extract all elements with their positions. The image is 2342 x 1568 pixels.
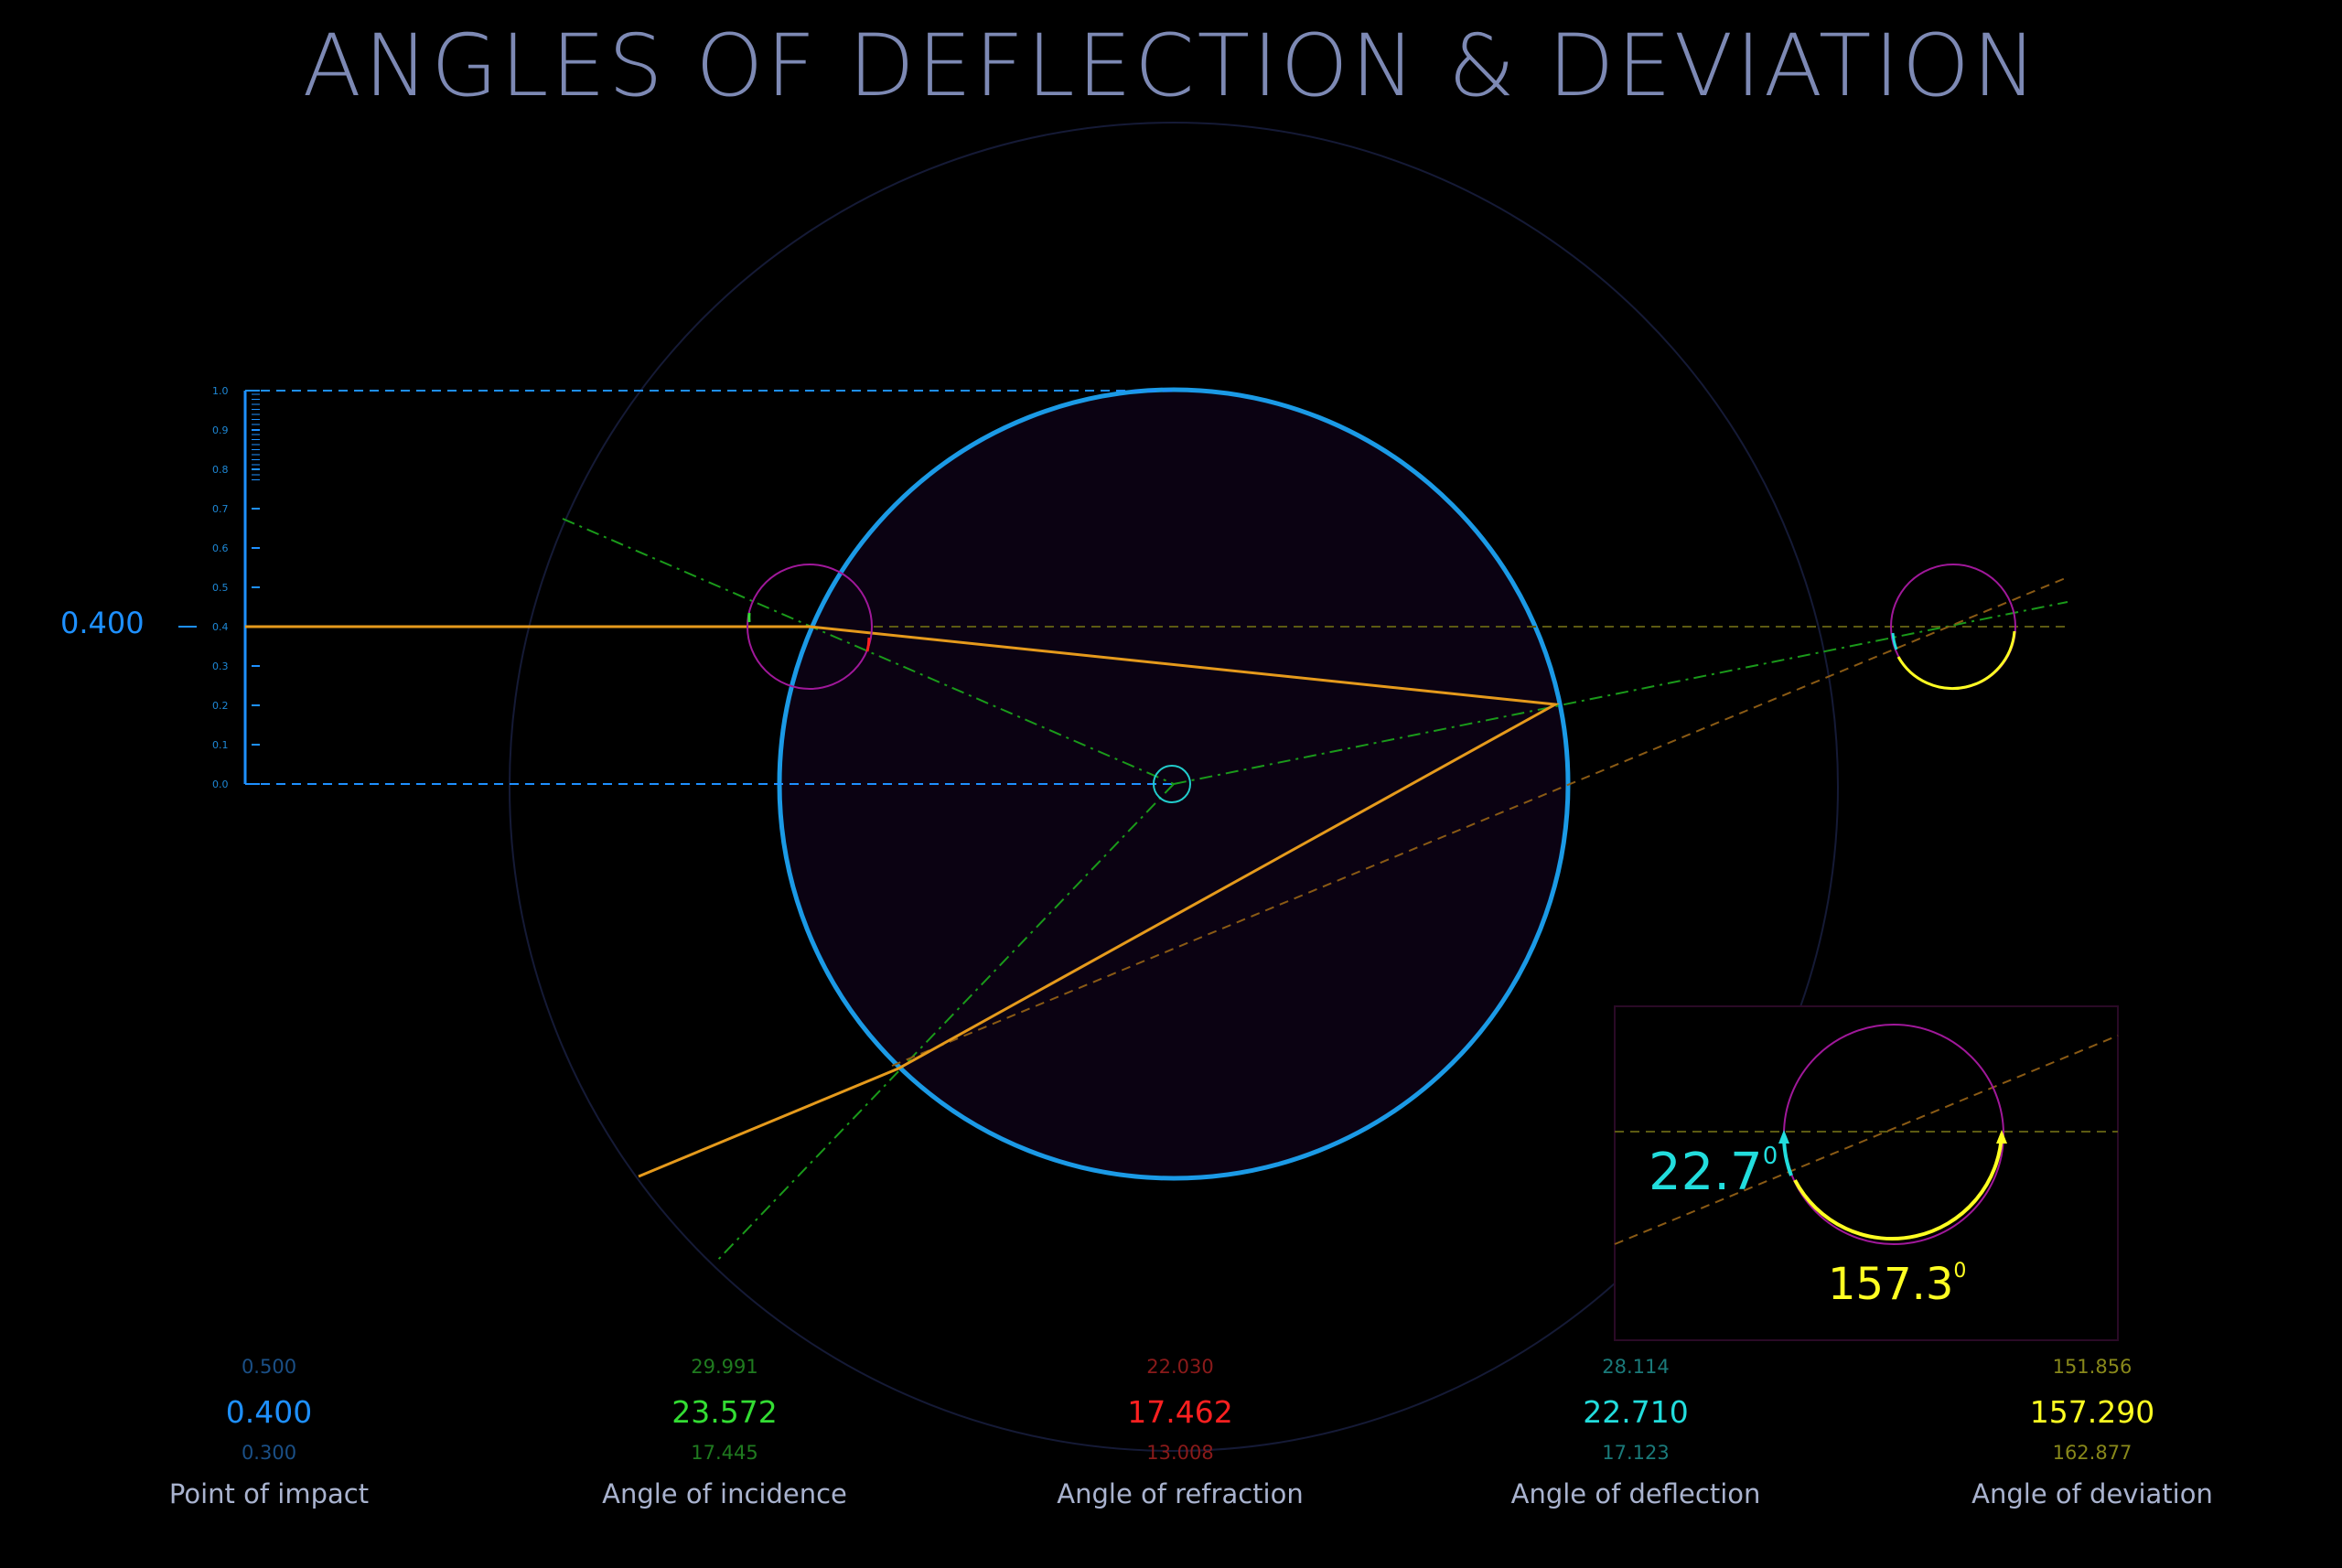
scale-tick-label: 0.3 [212,660,229,672]
arrowhead-icon [1778,1130,1789,1144]
stat-max: 0.500 [241,1356,297,1378]
stat-min: 13.008 [1146,1442,1214,1464]
arrowhead-icon [1996,1130,2007,1144]
stat-min: 17.123 [1602,1442,1670,1464]
stat-min: 0.300 [241,1442,297,1464]
entry-angle-circle [747,564,873,690]
stat-label: Point of impact [168,1478,370,1509]
light-ray-path [245,625,1560,1178]
scale-tick-label: 0.4 [212,621,229,633]
scale-tick-label: 0.6 [212,542,229,554]
deviation-angle-arc [1896,630,2016,691]
stat-min: 17.445 [691,1442,758,1464]
normal-line-reflection [1173,601,2068,785]
stat-max: 151.856 [2052,1356,2133,1378]
scale-tick-label: 0.7 [212,503,229,515]
normal-line-entry [562,518,1175,785]
stat-max: 28.114 [1602,1356,1670,1378]
droplet-center-marker [1153,765,1191,803]
stat-max: 29.991 [691,1356,758,1378]
impact-readout: 0.400 [60,606,145,640]
outer-reference-circle [509,122,1839,1452]
stat-label: Angle of deviation [1971,1478,2213,1509]
scale-tick-label: 0.5 [212,582,229,594]
impact-scale: 1.0 0.9 0.8 0.7 0.6 0.5 0.4 0.3 0.2 0.1 0.0 [178,385,1174,790]
stat-current: 17.462 [1127,1394,1233,1430]
stat-max: 22.030 [1146,1356,1214,1378]
page-title: ANGLES OF DEFLECTION & DEVIATION [302,16,2040,116]
inset-frame [1614,1005,2119,1341]
scale-tick-label: 0.1 [212,739,229,751]
scale-tick-label: 0.2 [212,700,229,712]
stat-current: 0.400 [225,1394,313,1430]
inset-exit-line [1614,1035,2119,1245]
scale-tick-label: 0.0 [212,779,229,790]
refraction-angle-arc [865,637,871,652]
deflection-angle-arc [1891,632,1898,650]
stat-label: Angle of refraction [1057,1478,1304,1509]
scale-tick-label: 0.8 [212,464,229,476]
stat-current: 22.710 [1583,1394,1689,1430]
stat-label: Angle of deflection [1510,1478,1761,1509]
stat-min: 162.877 [2052,1442,2133,1464]
inset-deflection-label: 22.70 [1649,1143,1778,1202]
stat-label: Angle of incidence [602,1478,847,1509]
inset-deviation-arc [1793,1133,2004,1240]
exit-ray-extension [891,576,2068,1067]
stat-current: 157.290 [2029,1394,2155,1430]
scale-tick-label: 1.0 [212,385,229,397]
normal-line-exit [714,783,1175,1263]
scale-tick-label: 0.9 [212,424,229,436]
stat-current: 23.572 [671,1394,778,1430]
inset-deviation-label: 157.30 [1828,1259,1966,1310]
inset-zoom-panel: 22.70 157.30 [1614,1005,2119,1341]
